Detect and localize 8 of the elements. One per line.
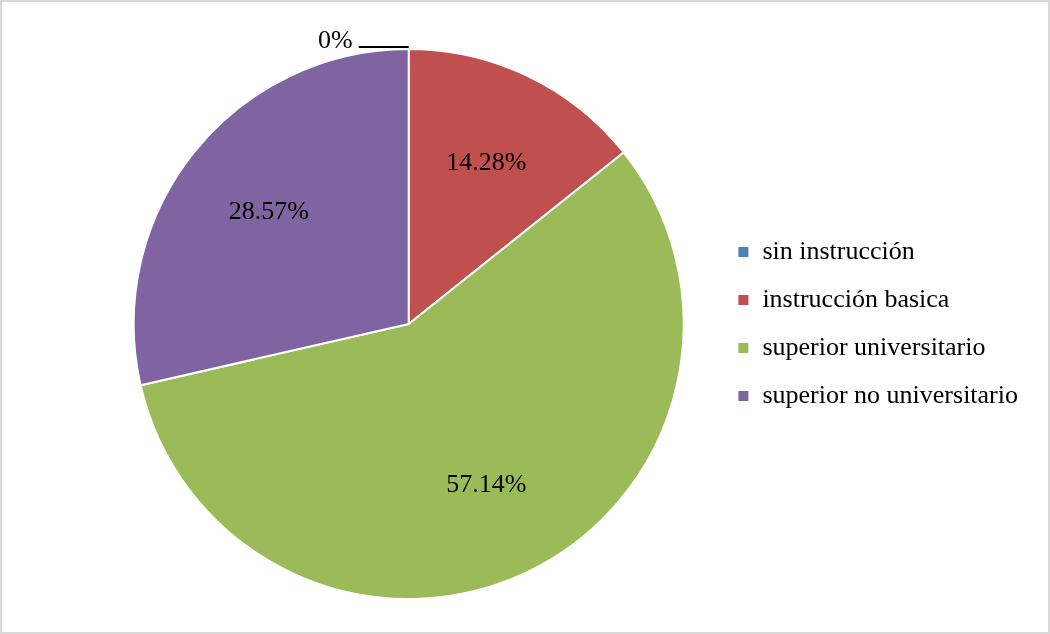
data-label: 57.14% bbox=[446, 468, 527, 498]
data-label: 14.28% bbox=[446, 146, 527, 176]
legend-label: instrucción basica bbox=[762, 283, 950, 313]
legend-label: sin instrucción bbox=[762, 235, 915, 265]
legend-label: superior no universitario bbox=[762, 379, 1018, 409]
data-label: 28.57% bbox=[228, 196, 310, 226]
text: 0% bbox=[318, 24, 353, 54]
legend-label: superior universitario bbox=[762, 331, 986, 361]
